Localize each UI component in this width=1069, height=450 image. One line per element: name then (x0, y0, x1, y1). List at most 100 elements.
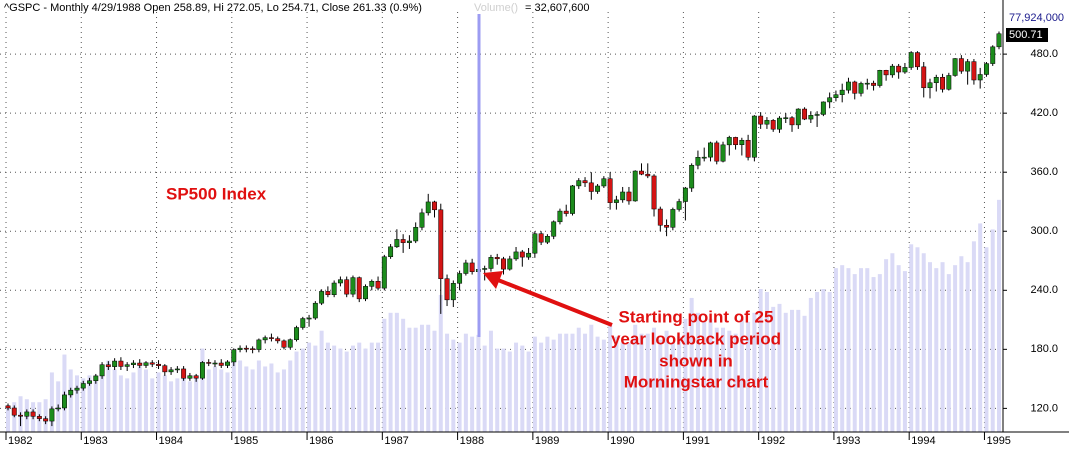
candle-body (406, 240, 412, 243)
volume-bar (808, 297, 813, 432)
candle-body (325, 291, 331, 295)
volume-bar (225, 372, 230, 432)
volume-bar (790, 309, 795, 432)
volume-bar (921, 253, 926, 432)
price-tag-box (1006, 28, 1048, 42)
x-tick-label: 1991 (685, 435, 709, 447)
candle-body (124, 364, 130, 367)
volume-bar (125, 378, 130, 432)
candle-body (143, 362, 149, 366)
candle-body (24, 411, 30, 417)
volume-bar (877, 274, 882, 432)
candle-body (639, 170, 644, 175)
candle-body (444, 278, 450, 301)
volume-bar (6, 405, 10, 432)
volume-bar (112, 369, 117, 432)
volume-bar (953, 265, 958, 432)
volume-bar (250, 369, 255, 432)
volume-bar (902, 271, 907, 432)
candle-body (61, 394, 67, 409)
volume-bar (419, 324, 424, 432)
volume-bar (212, 366, 217, 432)
volume-bar (783, 312, 788, 432)
candle-body (181, 368, 187, 379)
candle-body (952, 58, 958, 76)
volume-bar (614, 336, 619, 432)
candle-body (237, 347, 243, 350)
volume-bar (589, 324, 594, 432)
candle-body (833, 94, 839, 98)
candle-body (256, 339, 262, 350)
volume-bar (714, 327, 719, 432)
volume-bar (859, 268, 864, 432)
candle-body (708, 142, 713, 158)
candle-body (218, 362, 224, 366)
volume-bar (338, 348, 343, 432)
x-tick-label: 1994 (911, 435, 935, 447)
candle-body (519, 251, 525, 258)
candle-body (394, 239, 400, 248)
candle-body (896, 65, 902, 73)
y-tick-label: 420.0 (1030, 107, 1058, 119)
volume-bar (332, 345, 337, 432)
candle-body (513, 251, 519, 260)
volume-bar (833, 268, 838, 432)
volume-bar (545, 336, 550, 432)
candle-body (463, 262, 469, 274)
candle-body (231, 349, 237, 363)
candle-body (363, 286, 368, 300)
candle-body (488, 257, 494, 269)
volume-bar (357, 342, 362, 432)
candle-body (55, 407, 61, 410)
volume-bar (394, 312, 399, 432)
candle-body (400, 239, 406, 243)
candle-body (199, 362, 205, 379)
candle-body (105, 364, 111, 367)
candle-body (344, 279, 350, 295)
candle-body (613, 199, 619, 203)
candle-body (68, 389, 74, 396)
y-tick-label: 240.0 (1030, 284, 1058, 296)
volume-bar (583, 333, 588, 432)
volume-bar (137, 366, 142, 432)
volume-bar (865, 268, 870, 432)
volume-bar (263, 366, 268, 432)
volume-bar (514, 342, 519, 432)
candle-body (827, 97, 833, 103)
volume-bar (43, 399, 48, 432)
x-tick-label: 1989 (535, 435, 559, 447)
volume-bar (281, 369, 286, 432)
candle-body (11, 407, 17, 416)
y-tick-label: 480.0 (1030, 48, 1058, 60)
volume-bar (884, 259, 889, 432)
plot-area (0, 12, 1003, 432)
y-tick-label: 300.0 (1030, 225, 1058, 237)
candle-body (287, 339, 293, 348)
candle-body (588, 182, 594, 192)
volume-bar (501, 348, 506, 432)
volume-bar (507, 351, 512, 432)
volume-bar (946, 274, 951, 432)
candle-body (130, 362, 136, 365)
volume-bar (463, 333, 468, 432)
candle-body (225, 361, 230, 366)
volume-bar (100, 366, 105, 432)
candle-body (206, 362, 212, 364)
volume-bar (231, 354, 236, 432)
y-tick-label: 180.0 (1030, 343, 1058, 355)
volume-bar (639, 333, 644, 432)
x-tick-label: 1990 (610, 435, 634, 447)
candle-body (632, 170, 638, 202)
volume-bar (752, 312, 757, 432)
candle-body (745, 139, 751, 158)
volume-bar (206, 369, 211, 432)
candle-body (996, 33, 1002, 48)
volume-bar (187, 381, 192, 432)
candle-body (250, 348, 256, 350)
chart-title: ^GSPC - Monthly 4/29/1988 Open 258.89, H… (4, 2, 422, 14)
candle-body (770, 120, 776, 130)
x-tick-label: 1993 (836, 435, 860, 447)
candle-body (940, 76, 946, 90)
volume-bar (87, 375, 92, 432)
volume-bar (652, 327, 657, 432)
